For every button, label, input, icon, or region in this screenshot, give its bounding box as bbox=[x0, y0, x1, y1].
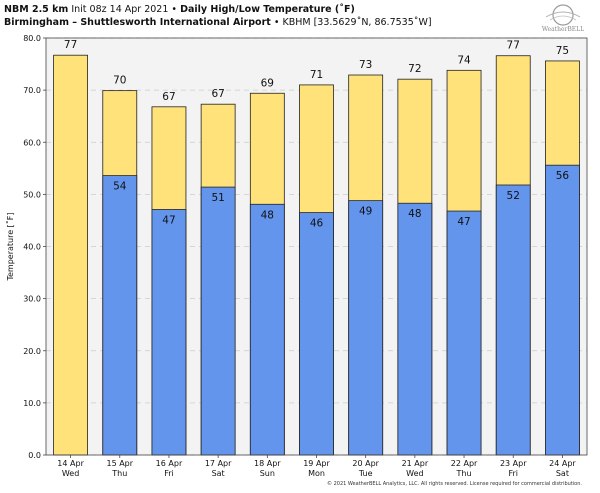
high-temp-label: 71 bbox=[310, 69, 323, 81]
x-tick-day: Wed bbox=[406, 469, 423, 478]
header-separator: • bbox=[273, 17, 280, 28]
low-temp-label: 51 bbox=[211, 192, 224, 204]
y-tick-label: 60.0 bbox=[23, 138, 41, 147]
x-tick-day: Tue bbox=[358, 469, 373, 478]
x-tick-date: 23 Apr bbox=[500, 459, 527, 468]
low-temp-bar bbox=[495, 184, 531, 456]
x-tick-date: 19 Apr bbox=[303, 459, 330, 468]
high-temp-bar bbox=[53, 54, 88, 456]
y-tick-label: 10.0 bbox=[23, 399, 41, 408]
x-tick-day: Wed bbox=[62, 469, 79, 478]
x-tick-day: Thu bbox=[111, 469, 127, 478]
chart-header-line-2: Birmingham – Shuttlesworth International… bbox=[4, 17, 432, 28]
low-temp-bar bbox=[545, 164, 580, 456]
y-tick-label: 30.0 bbox=[23, 295, 41, 304]
low-temp-label: 46 bbox=[310, 218, 324, 230]
low-temp-label: 47 bbox=[162, 214, 175, 226]
low-temp-label: 54 bbox=[113, 181, 127, 193]
x-tick-day: Fri bbox=[164, 469, 174, 478]
header-separator: • bbox=[171, 4, 178, 15]
y-tick-label: 0.0 bbox=[28, 451, 41, 460]
x-tick-date: 17 Apr bbox=[205, 459, 232, 468]
low-temp-bar bbox=[151, 209, 187, 456]
high-temp-label: 67 bbox=[162, 91, 175, 103]
low-temp-label: 56 bbox=[556, 170, 570, 182]
weatherbell-logo: WeatherBELL bbox=[542, 4, 584, 33]
high-temp-label: 69 bbox=[261, 77, 274, 89]
x-tick-date: 16 Apr bbox=[156, 459, 183, 468]
x-tick-date: 15 Apr bbox=[106, 459, 133, 468]
copyright-footer: © 2021 WeatherBELL Analytics, LLC. All r… bbox=[327, 481, 582, 487]
y-axis-label: Temperature [˚F] bbox=[5, 212, 15, 281]
x-tick-day: Sun bbox=[260, 469, 275, 478]
chart-header-line-1: NBM 2.5 km Init 08z 14 Apr 2021 • Daily … bbox=[4, 4, 355, 15]
high-temp-label: 73 bbox=[359, 59, 372, 71]
high-temp-label: 70 bbox=[113, 75, 126, 87]
x-tick-day: Fri bbox=[508, 469, 518, 478]
low-temp-label: 52 bbox=[507, 190, 520, 202]
x-tick-day: Mon bbox=[308, 469, 325, 478]
station-name: Birmingham – Shuttlesworth International… bbox=[4, 17, 271, 28]
low-temp-bar bbox=[249, 203, 285, 456]
x-tick-date: 14 Apr bbox=[57, 459, 84, 468]
high-temp-label: 72 bbox=[408, 63, 421, 75]
low-temp-label: 47 bbox=[457, 216, 470, 228]
x-tick-day: Sat bbox=[212, 469, 225, 478]
low-temp-bar bbox=[102, 175, 138, 456]
low-temp-bar bbox=[200, 186, 236, 456]
low-temp-label: 49 bbox=[359, 206, 372, 218]
station-coords: KBHM [33.5629˚N, 86.7535˚W] bbox=[282, 17, 432, 28]
low-temp-bar bbox=[446, 210, 482, 456]
y-tick-label: 40.0 bbox=[23, 243, 41, 252]
chart-title: Daily High/Low Temperature (˚F) bbox=[180, 4, 355, 15]
high-temp-label: 74 bbox=[457, 54, 471, 66]
low-temp-label: 48 bbox=[261, 209, 274, 221]
y-tick-label: 80.0 bbox=[23, 34, 41, 43]
x-tick-date: 18 Apr bbox=[254, 459, 281, 468]
x-tick-date: 20 Apr bbox=[352, 459, 379, 468]
low-temp-label: 48 bbox=[408, 208, 421, 220]
high-temp-label: 77 bbox=[64, 39, 77, 51]
y-tick-label: 20.0 bbox=[23, 347, 41, 356]
low-temp-bar bbox=[299, 212, 334, 456]
x-tick-day: Thu bbox=[456, 469, 472, 478]
init-time: Init 08z 14 Apr 2021 bbox=[71, 4, 169, 15]
y-tick-label: 50.0 bbox=[23, 190, 41, 199]
svg-text:WeatherBELL: WeatherBELL bbox=[542, 26, 584, 33]
x-tick-day: Sat bbox=[556, 469, 569, 478]
high-temp-label: 77 bbox=[507, 40, 520, 52]
high-temp-label: 67 bbox=[211, 88, 224, 100]
model-name: NBM 2.5 km bbox=[4, 4, 69, 15]
x-tick-date: 21 Apr bbox=[402, 459, 429, 468]
high-temp-label: 75 bbox=[556, 45, 569, 57]
y-tick-label: 70.0 bbox=[23, 86, 41, 95]
x-tick-date: 22 Apr bbox=[451, 459, 478, 468]
low-temp-bar bbox=[397, 202, 433, 456]
low-temp-bar bbox=[348, 200, 384, 456]
x-tick-date: 24 Apr bbox=[549, 459, 576, 468]
